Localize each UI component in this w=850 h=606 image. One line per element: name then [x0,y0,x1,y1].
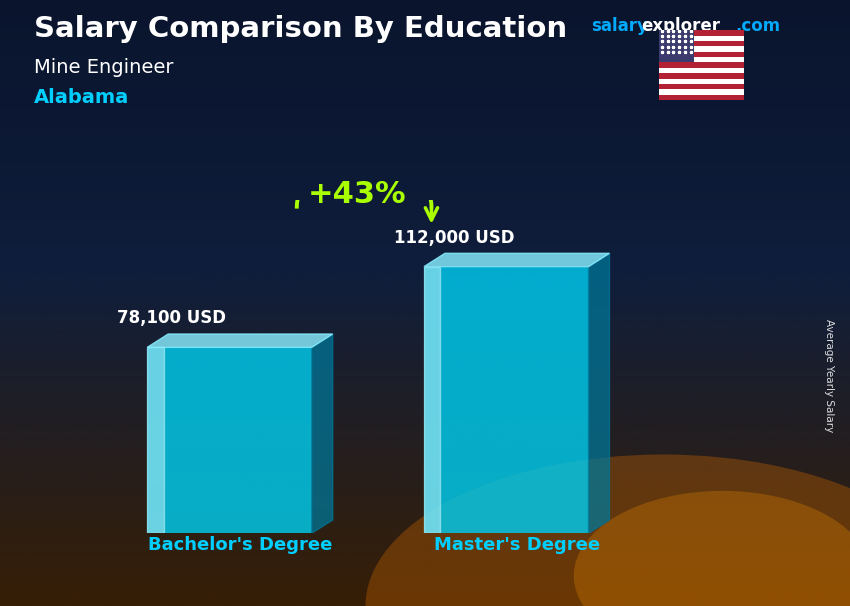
Bar [424,267,588,533]
Bar [659,30,744,36]
Text: 112,000 USD: 112,000 USD [394,228,514,247]
Bar [659,62,744,68]
Bar [659,95,744,100]
Text: 78,100 USD: 78,100 USD [117,309,226,327]
Bar [659,30,694,62]
Bar [659,36,744,41]
Text: Average Yearly Salary: Average Yearly Salary [824,319,834,432]
Bar [659,89,744,95]
Bar [659,79,744,84]
Polygon shape [424,253,609,267]
Bar [659,47,744,52]
Bar [659,41,744,47]
Text: Mine Engineer: Mine Engineer [34,58,173,76]
Bar [659,68,744,73]
Text: Bachelor's Degree: Bachelor's Degree [148,536,332,554]
Text: Salary Comparison By Education: Salary Comparison By Education [34,15,567,43]
Bar [147,347,312,533]
Polygon shape [424,267,440,533]
Ellipse shape [574,491,850,606]
Bar [659,84,744,89]
Text: explorer: explorer [642,17,721,35]
Bar [659,73,744,79]
Polygon shape [312,334,332,533]
Bar [659,52,744,57]
Polygon shape [588,253,609,533]
Text: salary: salary [591,17,648,35]
Text: .com: .com [735,17,780,35]
Text: Alabama: Alabama [34,88,129,107]
Text: Master's Degree: Master's Degree [434,536,600,554]
Polygon shape [147,334,332,347]
Bar [659,57,744,62]
Ellipse shape [366,454,850,606]
Text: +43%: +43% [308,181,406,210]
Polygon shape [147,347,164,533]
